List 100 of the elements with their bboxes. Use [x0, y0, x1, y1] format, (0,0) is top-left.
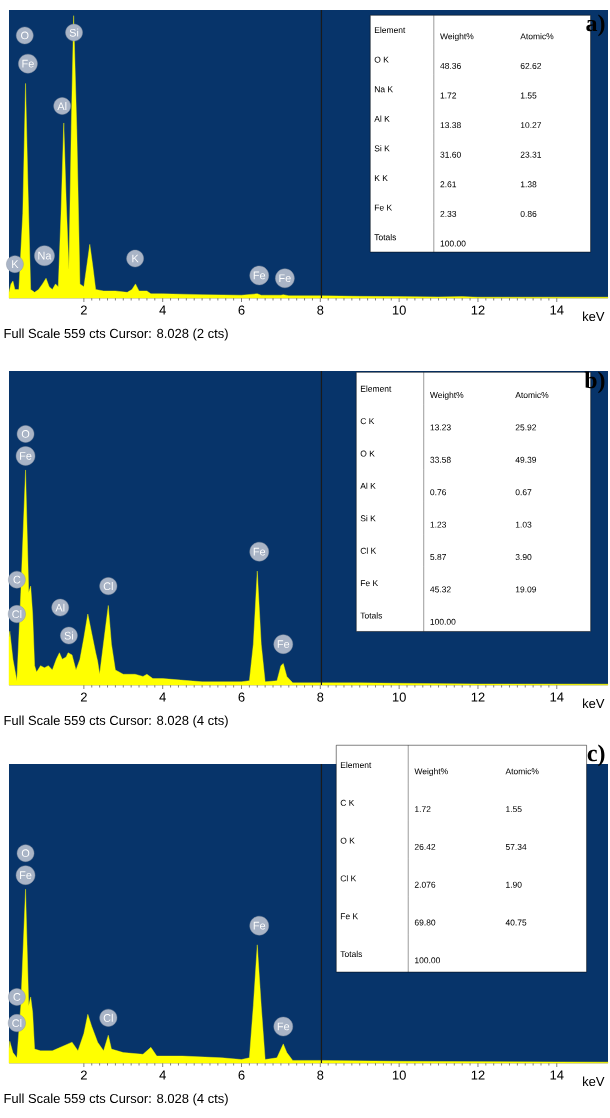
annotation: 48.36 [440, 62, 461, 69]
annotation: Element [374, 26, 406, 34]
text: 49.39 [515, 456, 537, 463]
x-tick-label: 8 [317, 1070, 324, 1080]
text: Weight% [414, 768, 448, 776]
text: 1.90 [506, 881, 522, 888]
annotation: Fe [20, 871, 32, 880]
annotation: Totals [374, 234, 397, 241]
text: Full Scale 559 cts Cursor: 8.028 (4 cts) [4, 715, 228, 728]
text: O K [360, 450, 375, 457]
annotation: Al [55, 603, 65, 612]
x-tick-label: 6 [238, 305, 245, 315]
text: 1.72 [415, 806, 431, 813]
annotation: O [21, 31, 29, 40]
annotation: 100.00 [415, 957, 440, 964]
x-tick-label: 8 [317, 692, 324, 702]
text: C K [340, 799, 355, 806]
annotation: Al K [360, 482, 376, 489]
annotation: Totals [360, 612, 383, 619]
annotation: 1.23 [430, 521, 447, 528]
x-tick-label: 4 [159, 1070, 166, 1080]
annotation: Fe [277, 1022, 290, 1031]
annotation: K [132, 254, 139, 263]
annotation: 2.33 [440, 210, 457, 217]
x-tick-label: 10 [392, 305, 406, 315]
annotation: 0.76 [430, 489, 447, 496]
text: Atomic% [515, 391, 549, 399]
text: Atomic% [505, 768, 539, 775]
annotation: 62.62 [520, 62, 542, 69]
annotation: Cl [103, 1013, 113, 1022]
x-tick-label: 2 [80, 1070, 87, 1080]
annotation: Cl K [360, 547, 377, 554]
annotation: 19.09 [515, 586, 537, 593]
x-tick-label: 12 [471, 305, 485, 315]
annotation: Fe K [340, 913, 359, 920]
annotation: Fe K [374, 204, 393, 211]
annotation: 23.31 [520, 151, 542, 158]
text: 33.58 [430, 456, 451, 463]
x-tick-label: 10 [392, 1070, 406, 1080]
text: Full Scale 559 cts Cursor: 8.028 (2 cts) [4, 328, 228, 341]
annotation: C [13, 993, 21, 1001]
annotation: Na [38, 251, 52, 260]
x-tick-label: 4 [159, 692, 166, 702]
text: 2.076 [414, 881, 436, 888]
text: 26.42 [414, 843, 436, 850]
annotation: C [13, 575, 21, 584]
annotation: Si K [360, 515, 376, 522]
annotation: 3.90 [515, 554, 532, 561]
annotation: Fe [22, 59, 34, 68]
annotation: 1.55 [520, 92, 537, 99]
x-tick-label: 14 [550, 1070, 564, 1080]
x-tick-label: 12 [471, 692, 485, 702]
annotation: Atomic% [520, 33, 554, 40]
annotation: 10.27 [520, 122, 542, 129]
annotation: Fe [279, 274, 291, 283]
annotation: 40.75 [505, 919, 527, 926]
annotation: Si [69, 28, 79, 37]
annotation: 69.80 [414, 919, 436, 926]
text: Weight% [429, 391, 464, 400]
annotation: 0.86 [520, 210, 537, 217]
annotation: Fe [253, 271, 266, 280]
annotation: Fe [20, 452, 32, 460]
annotation: Si K [374, 145, 390, 152]
x-axis-title: keV [583, 311, 605, 322]
annotation: Na K [374, 86, 393, 93]
annotation: Totals [340, 950, 363, 958]
x-tick-label: 10 [392, 692, 406, 702]
x-axis-title: keV [583, 1076, 605, 1087]
annotation: Si [64, 631, 74, 640]
text: Full Scale 559 cts Cursor: 8.028 (4 cts) [4, 1093, 228, 1106]
text: 25.92 [515, 424, 537, 431]
x-tick-label: 6 [238, 1070, 245, 1080]
annotation: K K [374, 175, 388, 181]
annotation: O [21, 849, 30, 858]
annotation: 45.32 [430, 586, 451, 593]
annotation: 5.87 [430, 554, 446, 561]
text: 57.34 [505, 843, 527, 850]
text: 1.55 [506, 806, 522, 813]
annotation: Al K [374, 115, 390, 122]
x-tick-label: 8 [317, 305, 324, 315]
annotation: 1.38 [520, 181, 537, 188]
annotation: Cl [12, 1019, 22, 1028]
annotation: O [21, 430, 30, 438]
annotation: O K [374, 56, 389, 63]
annotation: K [12, 260, 19, 268]
annotation: Fe K [360, 580, 379, 587]
text: C K [360, 418, 375, 425]
annotation: Weight% [440, 33, 474, 41]
x-tick-label: 4 [159, 305, 166, 315]
x-tick-label: 2 [80, 692, 87, 702]
annotation: Cl [12, 610, 22, 619]
text: Element [340, 761, 372, 769]
x-tick-label: 6 [238, 692, 245, 702]
annotation: 100.00 [440, 240, 466, 247]
annotation: 100.00 [430, 618, 456, 625]
text: O K [340, 837, 355, 844]
x-axis-title: keV [583, 698, 605, 709]
text: 13.23 [430, 424, 451, 431]
x-tick-label: 14 [550, 692, 564, 702]
x-tick-label: 2 [80, 305, 87, 315]
